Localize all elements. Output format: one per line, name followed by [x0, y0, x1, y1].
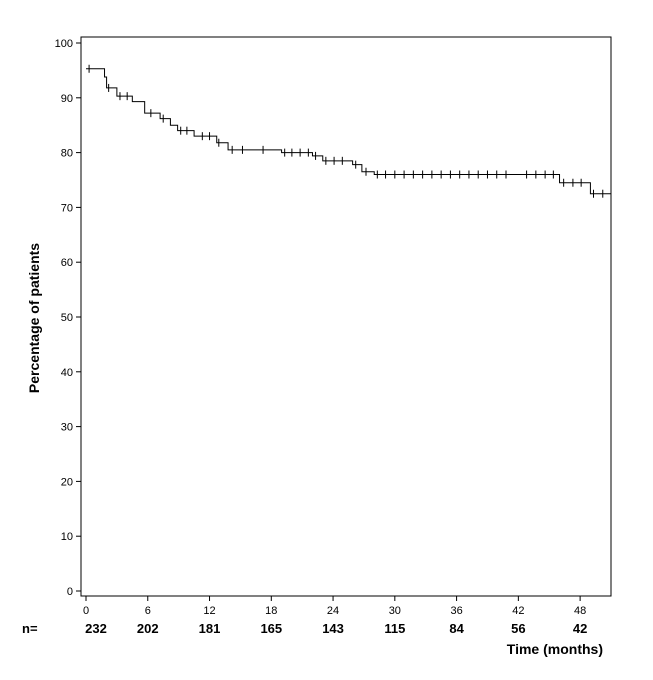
x-tick-label: 0: [83, 605, 89, 617]
x-tick-label: 6: [145, 605, 151, 617]
y-tick-label: 0: [67, 586, 73, 598]
at-risk-prefix: n=: [22, 621, 38, 636]
x-tick-label: 36: [450, 605, 462, 617]
at-risk-value: 232: [85, 621, 107, 636]
at-risk-value: 202: [137, 621, 159, 636]
y-tick-label: 80: [61, 148, 73, 160]
at-risk-value: 56: [511, 621, 525, 636]
x-tick-label: 12: [203, 605, 215, 617]
x-tick-label: 42: [512, 605, 524, 617]
at-risk-value: 115: [384, 621, 405, 636]
x-tick-label: 24: [327, 605, 339, 617]
y-axis-ticks: 0 10 20 30 40 50 60 70 80 90 100: [55, 38, 81, 598]
x-tick-label: 48: [574, 605, 586, 617]
y-axis-label: Percentage of patients: [26, 243, 42, 393]
survival-curve: [86, 68, 611, 195]
y-tick-label: 10: [61, 531, 73, 543]
x-axis-ticks: 0 6 12 18 24 30 36 42 48: [83, 596, 586, 617]
y-tick-label: 60: [61, 257, 73, 269]
plot-frame: [80, 36, 612, 597]
at-risk-value: 84: [449, 621, 464, 636]
survival-curve-layer: [86, 68, 611, 195]
censor-marks-layer: [88, 64, 604, 198]
at-risk-value: 181: [199, 621, 221, 636]
x-tick-label: 30: [389, 605, 401, 617]
y-tick-label: 30: [61, 422, 73, 434]
y-tick-label: 40: [61, 367, 73, 379]
y-tick-label: 20: [61, 476, 73, 488]
x-tick-label: 18: [265, 605, 277, 617]
y-tick-label: 50: [61, 312, 73, 324]
x-axis-label: Time (months): [507, 641, 603, 657]
y-tick-label: 70: [61, 202, 73, 214]
y-tick-label: 100: [55, 38, 73, 50]
numbers-at-risk: n= 232 202 181 165 143 115 84 56 42: [22, 621, 587, 636]
at-risk-value: 42: [573, 621, 587, 636]
at-risk-value: 143: [322, 621, 344, 636]
at-risk-value: 165: [260, 621, 282, 636]
y-tick-label: 90: [61, 93, 73, 105]
axes-layer: [80, 36, 612, 597]
